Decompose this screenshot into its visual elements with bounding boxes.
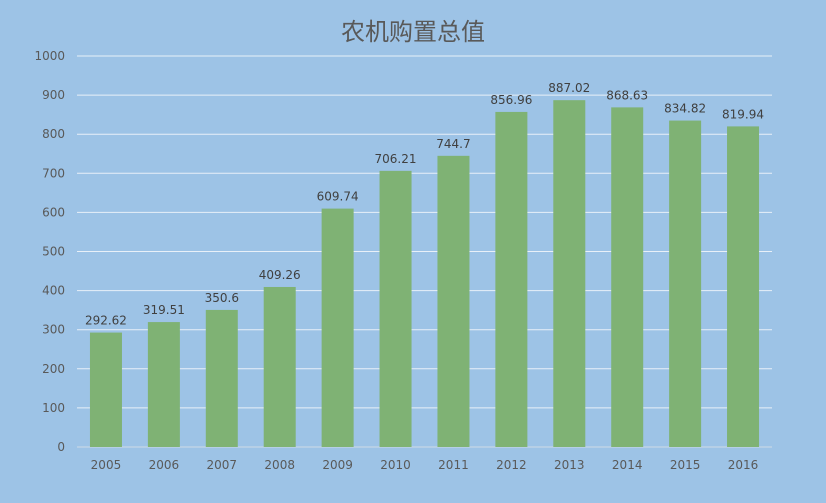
data-label: 350.6: [205, 291, 239, 305]
x-tick-label: 2013: [554, 458, 585, 472]
y-tick-label: 900: [42, 88, 65, 102]
data-label: 834.82: [664, 102, 706, 116]
y-tick-label: 200: [42, 362, 65, 376]
x-tick-label: 2007: [207, 458, 238, 472]
data-label: 409.26: [259, 268, 301, 282]
x-tick-label: 2010: [380, 458, 411, 472]
bar: [321, 208, 354, 447]
bar: [495, 111, 528, 447]
y-tick-label: 1000: [34, 49, 65, 63]
data-label: 856.96: [490, 93, 532, 107]
data-label: 887.02: [548, 81, 590, 95]
bar: [611, 107, 644, 448]
y-tick-label: 600: [42, 205, 65, 219]
data-label: 706.21: [375, 152, 417, 166]
x-tick-label: 2008: [264, 458, 295, 472]
data-label: 868.63: [606, 88, 648, 102]
chart-title: 农机购置总值: [341, 18, 485, 46]
bar: [147, 322, 180, 447]
x-tick-label: 2016: [728, 458, 759, 472]
bar: [727, 126, 760, 448]
bar: [553, 100, 586, 448]
data-label: 744.7: [436, 137, 470, 151]
bar: [89, 332, 122, 447]
y-tick-label: 300: [42, 323, 65, 337]
bar: [263, 286, 296, 447]
y-tick-label: 800: [42, 127, 65, 141]
y-tick-label: 500: [42, 245, 65, 259]
bar: [205, 309, 238, 447]
bar: [437, 155, 470, 447]
y-tick-label: 0: [57, 440, 65, 454]
x-tick-label: 2014: [612, 458, 643, 472]
data-label: 819.94: [722, 107, 764, 121]
x-tick-label: 2006: [149, 458, 180, 472]
bar: [669, 120, 702, 447]
data-label: 319.51: [143, 303, 185, 317]
y-tick-label: 700: [42, 166, 65, 180]
x-tick-label: 2012: [496, 458, 527, 472]
x-tick-label: 2009: [322, 458, 353, 472]
y-tick-label: 100: [42, 401, 65, 415]
data-label: 292.62: [85, 314, 127, 328]
x-tick-label: 2011: [438, 458, 469, 472]
data-label: 609.74: [317, 190, 359, 204]
y-tick-label: 400: [42, 284, 65, 298]
x-tick-label: 2005: [91, 458, 122, 472]
x-tick-label: 2015: [670, 458, 701, 472]
bar: [379, 170, 412, 447]
